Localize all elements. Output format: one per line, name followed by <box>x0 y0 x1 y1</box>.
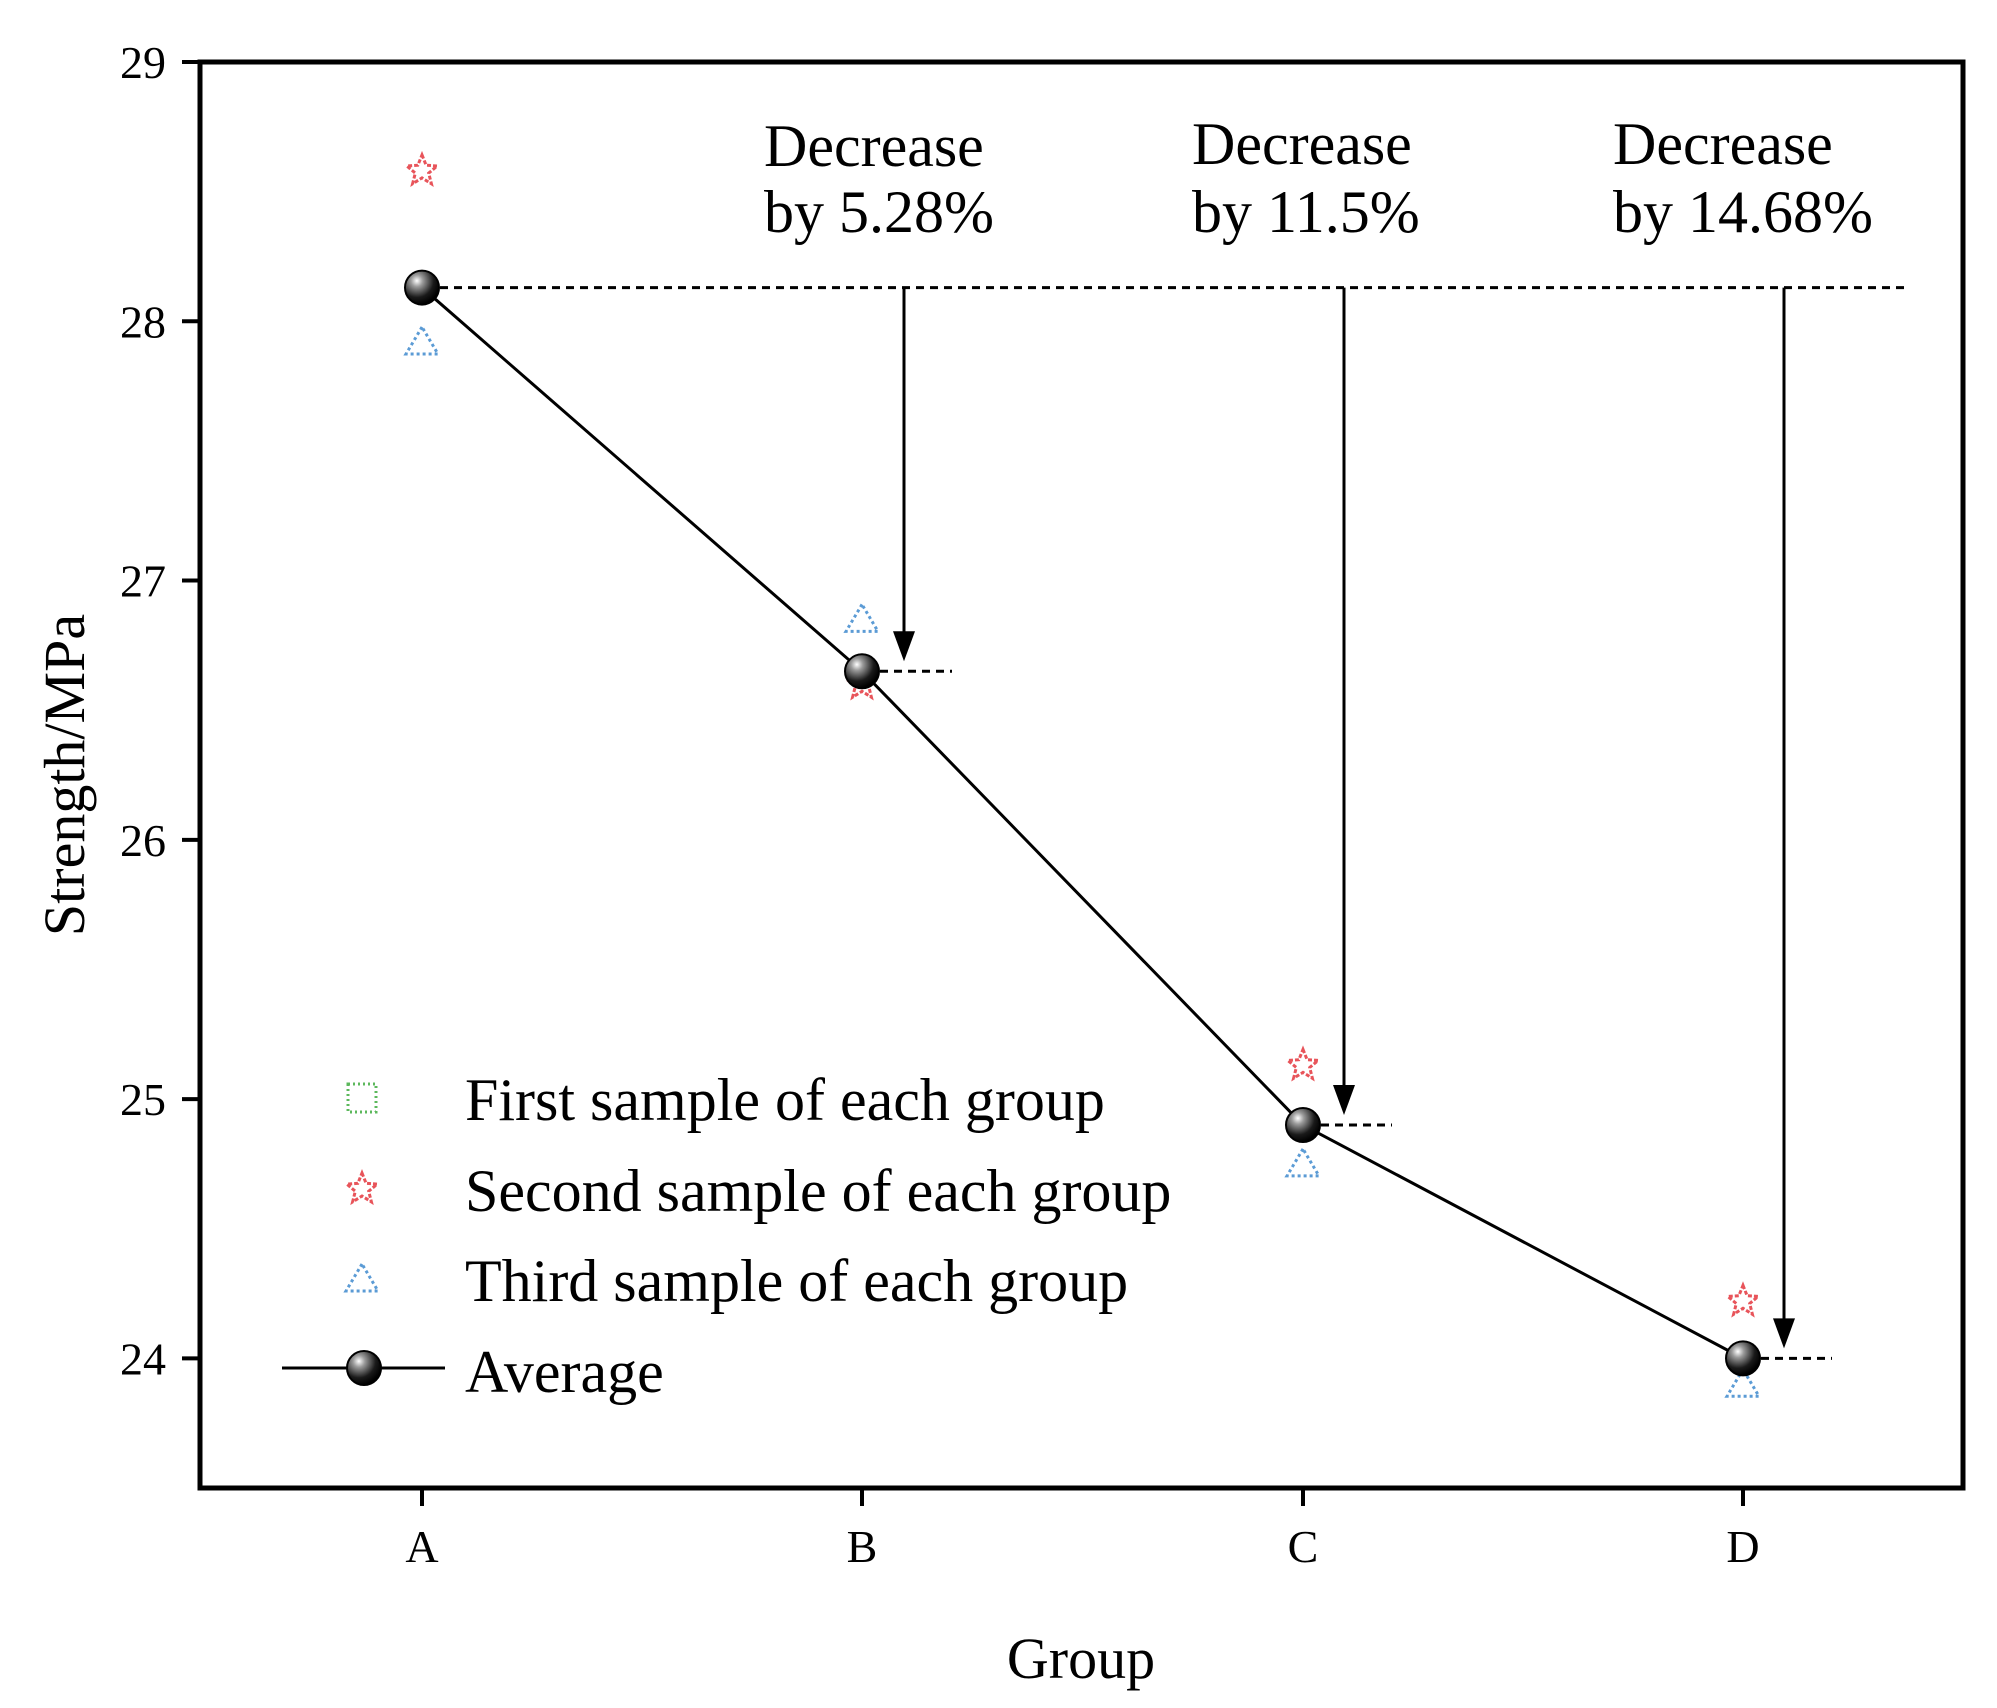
legend-label: Third sample of each group <box>465 1248 1128 1314</box>
annotation-line1: Decrease <box>1613 111 1833 177</box>
triangle-point-C <box>1284 1145 1322 1178</box>
triangle-point-D <box>1724 1366 1762 1398</box>
y-tick-label: 28 <box>120 296 166 347</box>
average-point-A <box>404 269 440 306</box>
legend-star-marker <box>342 1168 382 1206</box>
decrease-arrow-head <box>893 631 915 662</box>
legend-square-marker <box>346 1082 378 1114</box>
y-tick-label: 26 <box>120 815 166 866</box>
annotation-line2: by 11.5% <box>1192 179 1420 245</box>
annotation-line1: Decrease <box>1192 111 1412 177</box>
x-tick-label: D <box>1726 1521 1759 1572</box>
decrease-arrow-head <box>1773 1318 1795 1349</box>
triangle-point-B <box>843 601 881 633</box>
legend-label: First sample of each group <box>465 1067 1105 1133</box>
y-tick-label: 27 <box>120 556 166 607</box>
average-point-D <box>1725 1340 1761 1377</box>
x-tick-label: C <box>1288 1521 1319 1572</box>
star-point-C <box>1283 1045 1323 1082</box>
legend-triangle-marker <box>343 1261 381 1293</box>
y-tick-label: 24 <box>120 1333 166 1384</box>
annotation-line2: by 14.68% <box>1613 179 1873 245</box>
decrease-arrow-head <box>1333 1085 1355 1116</box>
y-tick-label: 29 <box>120 37 166 88</box>
legend-label: Second sample of each group <box>465 1158 1171 1224</box>
legend-average-marker <box>346 1350 382 1386</box>
average-line <box>421 286 1744 1360</box>
x-axis-title: Group <box>1007 1626 1155 1691</box>
star-point-D <box>1723 1281 1763 1318</box>
x-tick-label: B <box>847 1521 878 1572</box>
average-point-C <box>1285 1107 1321 1144</box>
annotation-line2: by 5.28% <box>764 179 994 245</box>
y-axis-title: Strength/MPa <box>32 614 97 936</box>
average-point-B <box>844 653 880 690</box>
legend-label: Average <box>465 1339 664 1405</box>
y-tick-label: 25 <box>120 1074 166 1125</box>
plot-frame <box>197 59 1966 1491</box>
triangle-point-A <box>403 324 441 356</box>
x-tick-label: A <box>405 1521 438 1572</box>
annotation-line1: Decrease <box>764 113 984 179</box>
star-point-A <box>402 150 442 188</box>
